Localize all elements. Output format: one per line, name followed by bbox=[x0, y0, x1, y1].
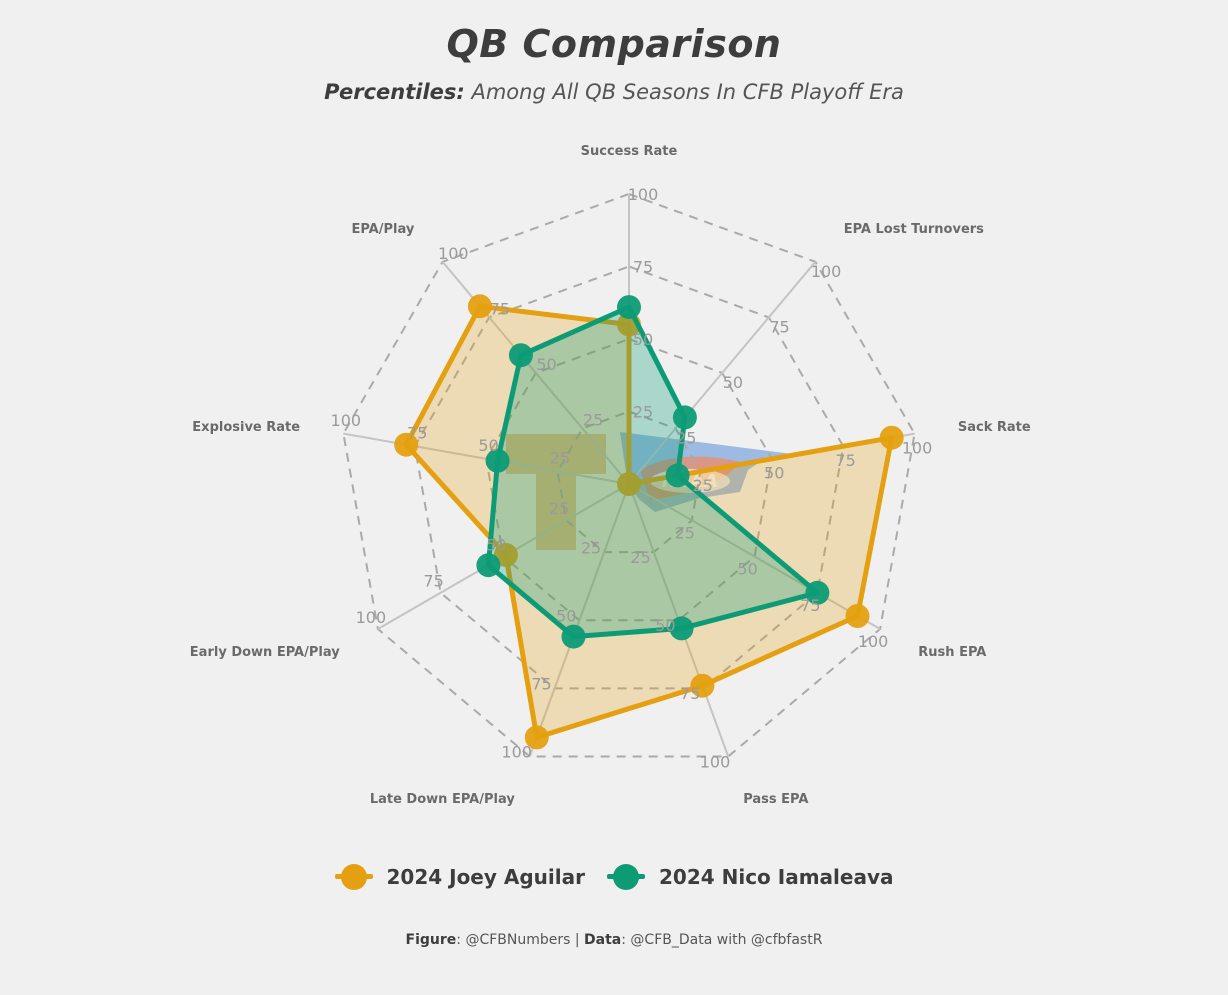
legend-item-iamaleava: 2024 Nico Iamaleava bbox=[606, 864, 894, 890]
tick-label-explosive-rate-75: 75 bbox=[407, 423, 427, 442]
tick-label-success-rate-50: 50 bbox=[633, 330, 653, 349]
subtitle-bold: Percentiles: bbox=[324, 80, 465, 104]
series-2024-joey-aguilar-point-rush-epa bbox=[845, 604, 870, 628]
series-2024-nico-iamaleava-point-pass-epa bbox=[669, 616, 694, 641]
legend-label-aguilar: 2024 Joey Aguilar bbox=[386, 865, 585, 889]
series-2024-nico-iamaleava-area bbox=[485, 304, 820, 640]
tick-label-success-rate-100: 100 bbox=[628, 185, 659, 204]
series-2024-nico-iamaleava-point-rush-epa bbox=[805, 580, 830, 605]
legend-dot-iamaleava bbox=[612, 864, 639, 890]
tick-label-epa-play-75: 75 bbox=[490, 299, 510, 318]
tick-label-pass-epa-25: 25 bbox=[630, 548, 650, 567]
grid-ring-25 bbox=[556, 410, 702, 554]
tick-label-rush-epa-50: 50 bbox=[737, 560, 757, 579]
series-2024-nico-iamaleava-point-late-down-epa-play bbox=[561, 624, 586, 649]
grid-ring-50 bbox=[485, 337, 773, 622]
spoke-rush-epa bbox=[628, 483, 881, 630]
tick-label-explosive-rate-100: 100 bbox=[331, 411, 362, 430]
caption-figure-label: Figure bbox=[405, 932, 457, 948]
series-2024-nico-iamaleava bbox=[476, 295, 830, 649]
series-2024-nico-iamaleava-point-epa-play bbox=[508, 343, 533, 368]
tick-label-epa-lost-turnovers-75: 75 bbox=[769, 317, 789, 336]
legend-item-aguilar: 2024 Joey Aguilar bbox=[334, 864, 585, 890]
tick-label-pass-epa-75: 75 bbox=[680, 684, 700, 703]
series-2024-joey-aguilar-point-epa-lost-turnovers bbox=[617, 472, 641, 496]
spoke-epa-lost-turnovers bbox=[628, 261, 817, 485]
tick-label-pass-epa-100: 100 bbox=[700, 752, 731, 771]
series-2024-joey-aguilar-area bbox=[403, 303, 895, 740]
tick-label-early-down-epa-play-25: 25 bbox=[549, 499, 569, 518]
radar-series bbox=[394, 294, 904, 750]
chart-title: QB Comparison bbox=[446, 22, 782, 66]
axis-label-early-down-epa-play: Early Down EPA/Play bbox=[190, 645, 340, 660]
tick-label-late-down-epa-play-25: 25 bbox=[581, 538, 601, 557]
series-2024-joey-aguilar-point-epa-play bbox=[467, 294, 492, 319]
tick-label-explosive-rate-50: 50 bbox=[478, 436, 498, 455]
series-2024-nico-iamaleava-point-success-rate bbox=[617, 295, 641, 320]
tick-label-early-down-epa-play-75: 75 bbox=[423, 572, 443, 591]
tennessee-t-logo bbox=[506, 434, 606, 550]
caption-data-value: : @CFB_Data with @cfbfastR bbox=[621, 932, 823, 948]
series-2024-joey-aguilar bbox=[394, 294, 904, 750]
tick-label-success-rate-75: 75 bbox=[633, 258, 653, 277]
axis-label-late-down-epa-play: Late Down EPA/Play bbox=[370, 792, 516, 807]
tick-label-late-down-epa-play-100: 100 bbox=[501, 743, 532, 762]
tick-label-epa-lost-turnovers-100: 100 bbox=[811, 262, 842, 281]
axis-label-sack-rate: Sack Rate bbox=[958, 420, 1031, 435]
tick-label-sack-rate-75: 75 bbox=[835, 451, 855, 470]
series-2024-joey-aguilar-point-sack-rate bbox=[879, 425, 904, 450]
tick-label-pass-epa-50: 50 bbox=[655, 616, 675, 635]
series-2024-joey-aguilar-point-early-down-epa-play bbox=[493, 543, 518, 567]
radar-tick-labels: 25 50 75 100 25 50 75 100 25 50 75 100 25 50 75 100 25 50… bbox=[331, 185, 933, 771]
tick-label-rush-epa-75: 75 bbox=[800, 596, 820, 615]
chart-legend: 2024 Joey Aguilar 2024 Nico Iamaleava bbox=[0, 864, 1228, 890]
axis-label-success-rate: Success Rate bbox=[581, 144, 678, 159]
series-2024-nico-iamaleava-point-explosive-rate bbox=[485, 448, 510, 473]
tick-label-explosive-rate-25: 25 bbox=[550, 449, 570, 468]
chart-caption: Figure: @CFBNumbers | Data: @CFB_Data wi… bbox=[0, 932, 1228, 948]
chart-subtitle: Percentiles: Among All QB Seasons In CFB… bbox=[0, 80, 1228, 104]
tick-label-late-down-epa-play-50: 50 bbox=[556, 607, 576, 626]
axis-label-pass-epa: Pass EPA bbox=[743, 792, 808, 807]
legend-dot-aguilar bbox=[340, 864, 367, 890]
tick-label-late-down-epa-play-75: 75 bbox=[531, 675, 551, 694]
tick-label-epa-play-100: 100 bbox=[438, 244, 469, 263]
tick-label-epa-play-25: 25 bbox=[583, 411, 603, 430]
legend-swatch-aguilar bbox=[334, 864, 373, 890]
series-2024-joey-aguilar-point-late-down-epa-play bbox=[524, 725, 549, 750]
caption-data-label: Data bbox=[584, 932, 622, 948]
tick-label-rush-epa-100: 100 bbox=[858, 632, 889, 651]
spoke-late-down-epa-play bbox=[528, 483, 630, 757]
tick-label-epa-lost-turnovers-25: 25 bbox=[676, 429, 696, 448]
series-2024-nico-iamaleava-point-sack-rate bbox=[665, 463, 690, 488]
axis-label-rush-epa: Rush EPA bbox=[918, 645, 986, 660]
radar-axis-labels: Success Rate EPA Lost Turnovers Sack Rate R… bbox=[190, 144, 1031, 807]
tick-label-epa-play-50: 50 bbox=[536, 355, 556, 374]
subtitle-rest: Among All QB Seasons In CFB Playoff Era bbox=[464, 80, 904, 104]
series-2024-joey-aguilar-point-pass-epa bbox=[690, 673, 715, 698]
tick-label-sack-rate-25: 25 bbox=[693, 476, 713, 495]
tick-label-success-rate-25: 25 bbox=[633, 403, 653, 422]
legend-swatch-iamaleava bbox=[606, 864, 645, 890]
series-2024-nico-iamaleava-point-early-down-epa-play bbox=[476, 553, 501, 578]
caption-figure-value: : @CFBNumbers | bbox=[456, 932, 585, 948]
series-2024-nico-iamaleava-point-epa-lost-turnovers bbox=[672, 405, 697, 430]
axis-label-epa-play: EPA/Play bbox=[351, 222, 414, 237]
tick-label-early-down-epa-play-50: 50 bbox=[486, 535, 506, 554]
tick-label-early-down-epa-play-100: 100 bbox=[356, 608, 387, 627]
tick-label-rush-epa-25: 25 bbox=[675, 523, 695, 542]
series-2024-joey-aguilar-point-explosive-rate bbox=[394, 432, 419, 457]
legend-label-iamaleava: 2024 Nico Iamaleava bbox=[658, 865, 894, 889]
axis-label-epa-lost-turnovers: EPA Lost Turnovers bbox=[844, 222, 984, 237]
tick-label-epa-lost-turnovers-50: 50 bbox=[723, 373, 743, 392]
axis-label-explosive-rate: Explosive Rate bbox=[192, 420, 300, 435]
tick-label-sack-rate-50: 50 bbox=[764, 464, 784, 483]
tick-label-sack-rate-100: 100 bbox=[902, 438, 933, 457]
